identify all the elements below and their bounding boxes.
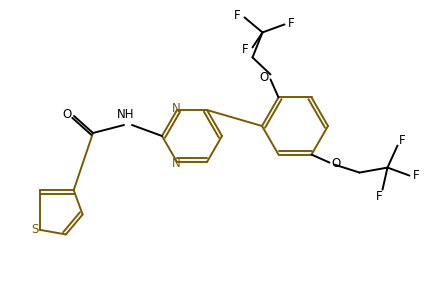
Text: F: F [242,43,249,56]
Text: N: N [172,101,180,115]
Text: O: O [62,107,72,120]
Text: F: F [399,134,406,147]
Text: S: S [31,223,39,236]
Text: NH: NH [117,109,135,122]
Text: N: N [172,158,180,170]
Text: O: O [259,71,268,84]
Text: O: O [332,157,341,170]
Text: F: F [234,9,241,22]
Text: F: F [376,190,383,203]
Text: F: F [288,17,295,30]
Text: F: F [413,169,420,182]
